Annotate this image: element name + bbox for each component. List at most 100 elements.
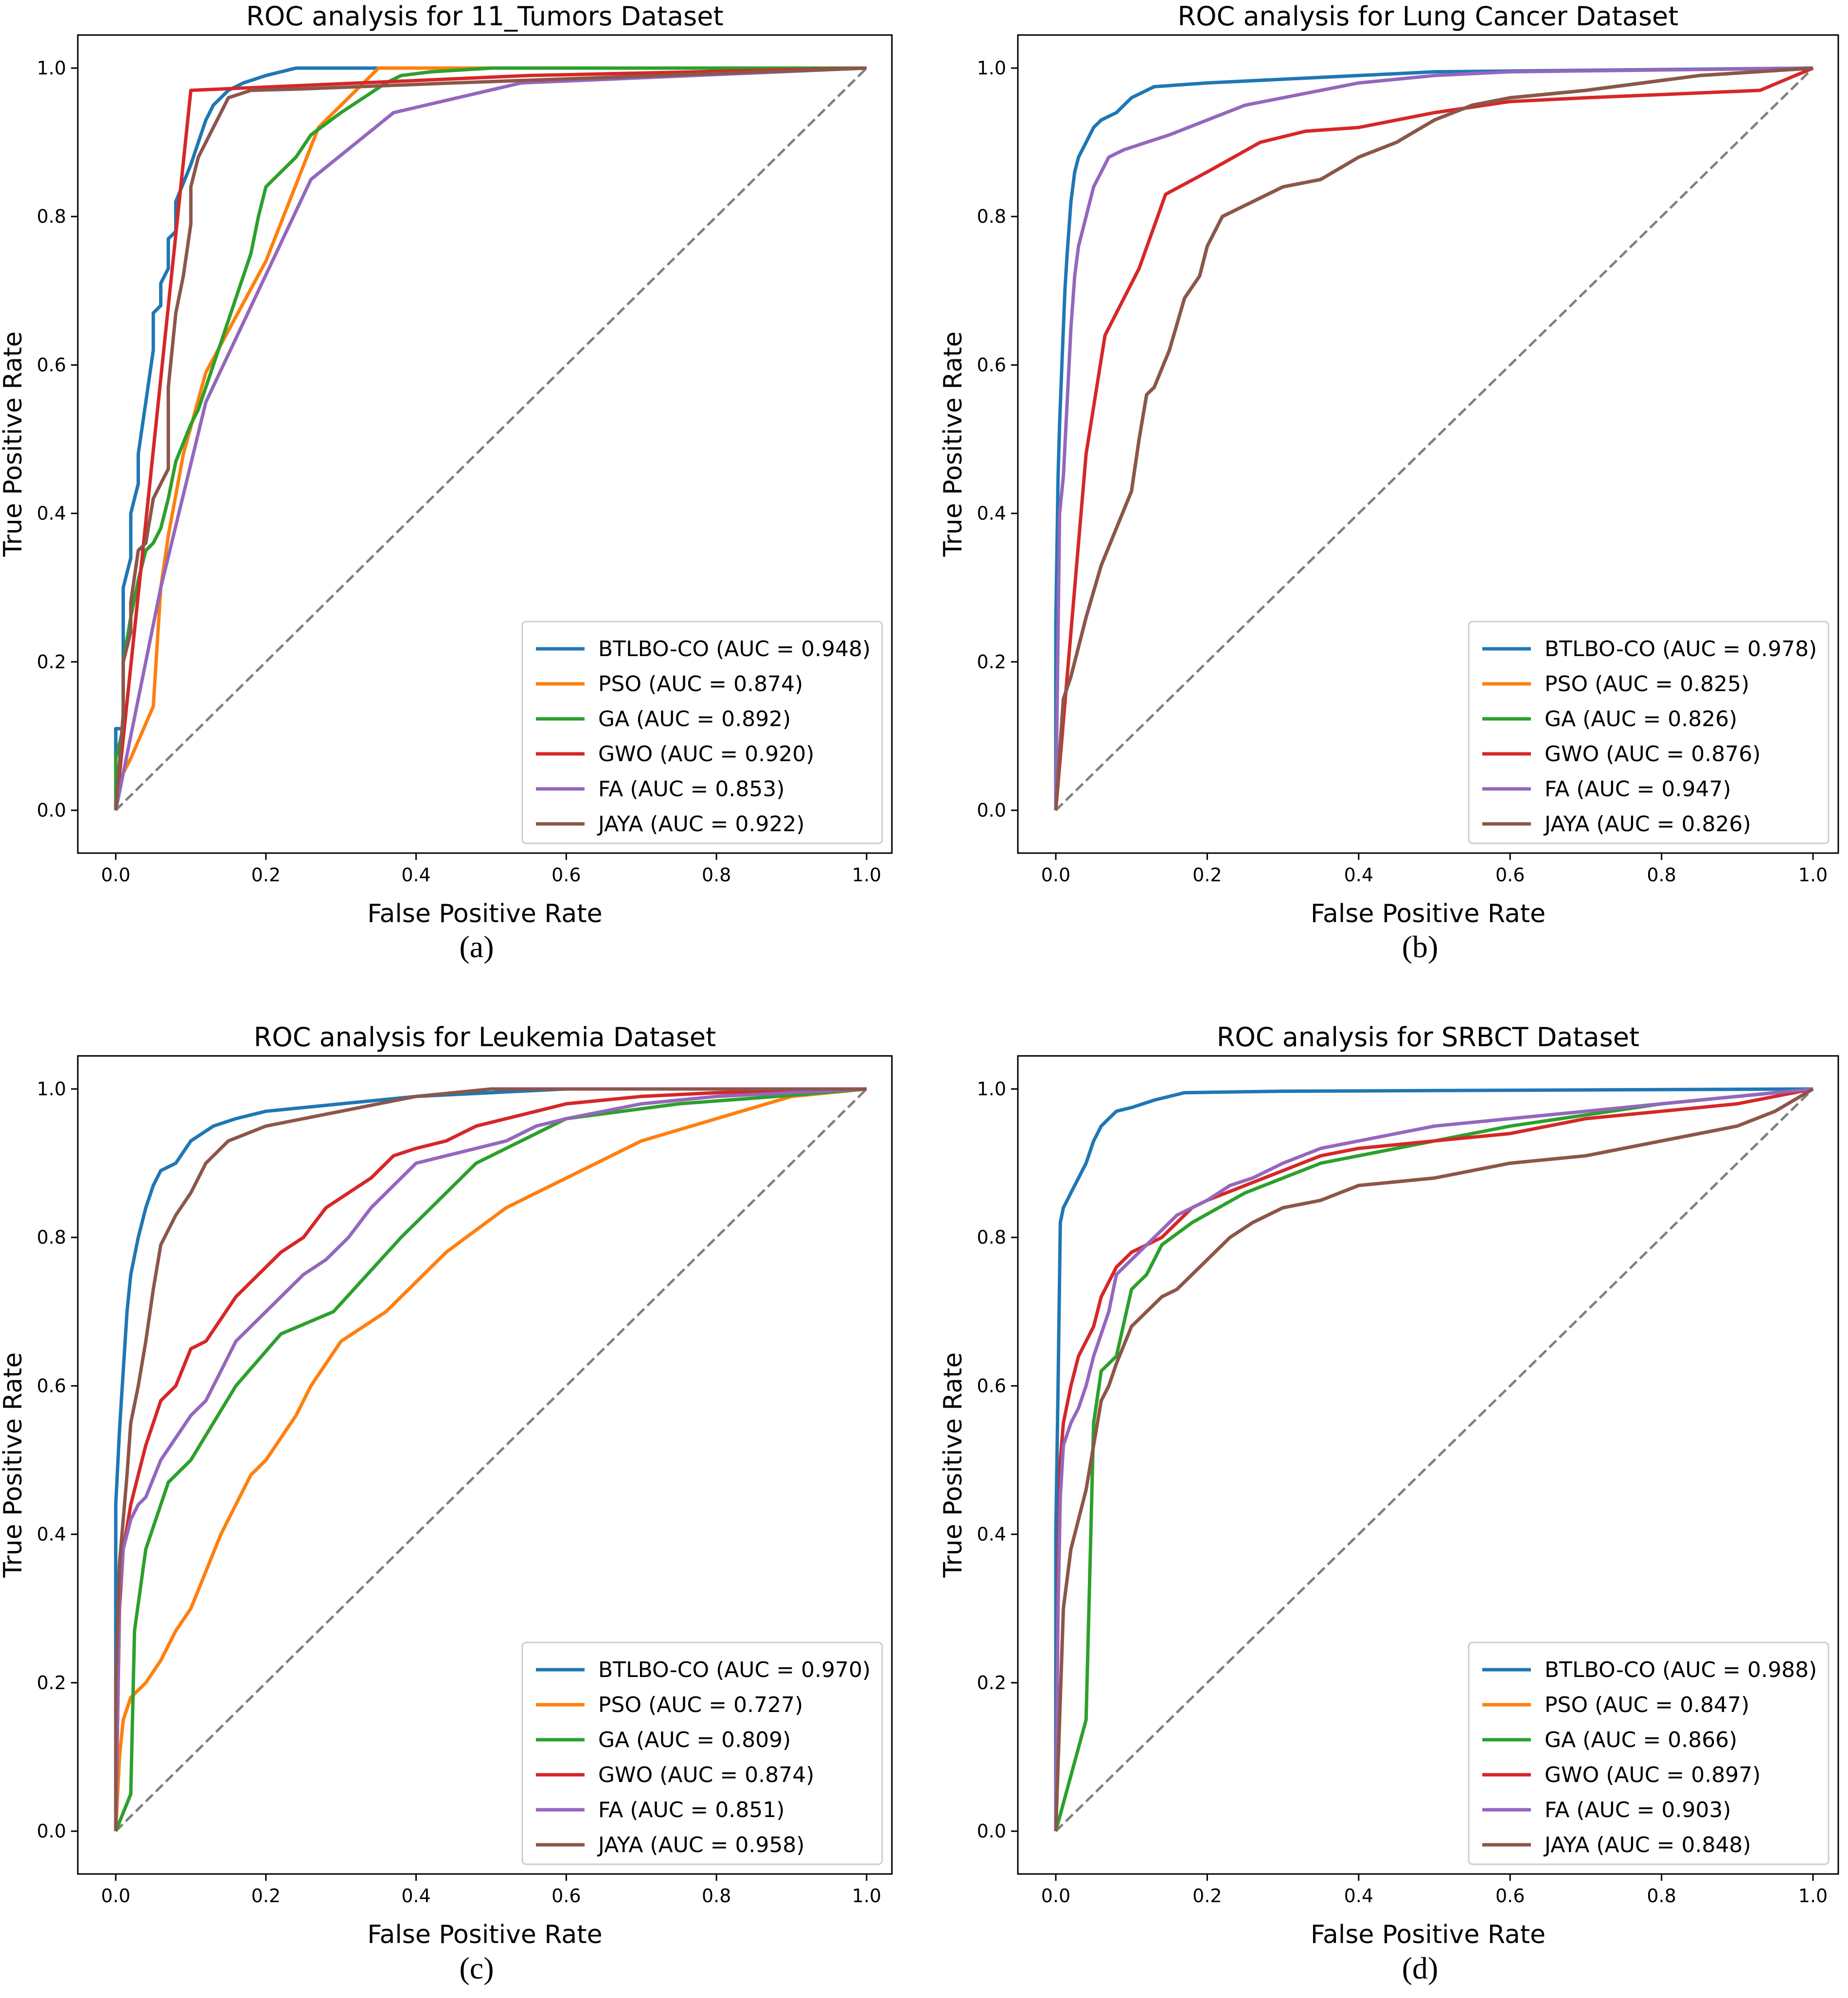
chart-title: ROC analysis for Lung Cancer Dataset [1178, 1, 1679, 32]
roc-line-gwo [1054, 66, 1814, 811]
chance-diagonal-line [115, 67, 868, 811]
plot-area [1054, 1087, 1814, 1832]
y-tick-label: 1.0 [977, 57, 1006, 79]
y-tick-label: 0.2 [37, 1672, 66, 1694]
x-tick-label: 1.0 [852, 864, 881, 886]
y-tick-label: 0.2 [977, 1672, 1006, 1694]
y-tick-label: 1.0 [977, 1078, 1006, 1100]
roc-line-btlbo-co [1054, 1087, 1813, 1831]
y-tick-label: 0.4 [37, 503, 66, 524]
legend-entry: FA (AUC = 0.851) [598, 1798, 785, 1822]
x-tick-label: 0.8 [702, 1885, 731, 1907]
legend-entry: JAYA (AUC = 0.958) [597, 1833, 805, 1857]
x-tick-label: 0.2 [1192, 864, 1222, 886]
roc-line-gwo [114, 1087, 867, 1832]
y-tick-label: 0.2 [977, 651, 1006, 673]
y-axis-label: True Positive Rate [939, 331, 968, 557]
roc-line-fa [114, 1087, 867, 1832]
x-tick-label: 0.0 [101, 864, 130, 886]
legend: BTLBO-CO (AUC = 0.948) PSO (AUC = 0.874) G… [521, 621, 883, 844]
legend-entry: FA (AUC = 0.853) [598, 777, 785, 802]
legend: BTLBO-CO (AUC = 0.978) PSO (AUC = 0.825) G… [1468, 621, 1830, 844]
panel-caption: (a) [459, 929, 494, 964]
roc-line-fa [1054, 66, 1813, 811]
axes-frame [1017, 1055, 1839, 1875]
legend-entry: BTLBO-CO (AUC = 0.978) [1545, 637, 1817, 661]
x-tick-label: 0.8 [1647, 1885, 1676, 1907]
roc-line-gwo [114, 66, 867, 811]
legend-entry: GA (AUC = 0.892) [598, 707, 791, 731]
legend-entry: JAYA (AUC = 0.826) [1543, 812, 1751, 837]
legend-entry: PSO (AUC = 0.727) [598, 1693, 803, 1717]
x-tick-label: 0.4 [401, 864, 430, 886]
x-tick-label: 0.6 [551, 1885, 581, 1907]
roc-line-ga [1054, 1087, 1813, 1832]
x-tick-label: 0.0 [1041, 1885, 1070, 1907]
roc-line-jaya [1054, 66, 1813, 811]
panel-caption: (b) [1402, 929, 1439, 964]
plot-area [114, 66, 868, 811]
x-tick-label: 1.0 [852, 1885, 881, 1907]
x-tick-label: 0.4 [1344, 1885, 1373, 1907]
roc-line-btlbo-co [114, 66, 867, 810]
axes-frame [1017, 34, 1839, 854]
roc-line-ga [114, 1087, 867, 1832]
y-tick-label: 0.0 [977, 800, 1006, 821]
legend: BTLBO-CO (AUC = 0.988) PSO (AUC = 0.847) G… [1468, 1641, 1830, 1865]
panel-caption: (c) [459, 1951, 494, 1985]
x-tick-label: 0.2 [1192, 1885, 1222, 1907]
y-axis-label: True Positive Rate [939, 1352, 968, 1578]
roc-line-fa [1054, 1087, 1813, 1832]
chart-title: ROC analysis for 11_Tumors Dataset [246, 1, 723, 32]
y-tick-label: 0.2 [37, 651, 66, 673]
legend-entry: BTLBO-CO (AUC = 0.948) [598, 637, 871, 661]
roc-line-btlbo-co [114, 1087, 867, 1831]
roc-panel-1: ROC analysis for 11_Tumors Dataset 0.0 0.2… [0, 1, 893, 964]
legend-entry: GA (AUC = 0.866) [1545, 1728, 1737, 1752]
x-tick-label: 0.2 [251, 1885, 281, 1907]
x-axis-label: False Positive Rate [1311, 1920, 1546, 1949]
legend-entry: BTLBO-CO (AUC = 0.970) [598, 1658, 871, 1682]
roc-line-btlbo-co [1054, 66, 1813, 810]
x-axis-label: False Positive Rate [367, 899, 602, 928]
y-tick-label: 0.8 [37, 1227, 66, 1248]
legend-entry: GWO (AUC = 0.920) [598, 742, 814, 767]
roc-line-jaya [1054, 1087, 1814, 1832]
roc-line-jaya [114, 1087, 867, 1831]
roc-line-fa [114, 66, 867, 811]
x-tick-label: 0.6 [551, 864, 581, 886]
legend-entry: BTLBO-CO (AUC = 0.988) [1545, 1658, 1817, 1682]
legend-entry: JAYA (AUC = 0.922) [597, 812, 805, 837]
y-tick-label: 0.4 [977, 1524, 1006, 1545]
chance-diagonal-line [115, 1088, 868, 1832]
roc-panel-2: ROC analysis for Lung Cancer Dataset 0.0 0… [939, 1, 1839, 964]
plot-area [114, 1087, 868, 1832]
roc-panel-3: ROC analysis for Leukemia Dataset 0.0 0.2 0… [0, 1022, 893, 1985]
legend-entry: PSO (AUC = 0.874) [598, 672, 803, 696]
y-tick-label: 0.6 [977, 1375, 1006, 1396]
y-tick-label: 0.0 [37, 800, 66, 821]
y-tick-label: 1.0 [37, 1078, 66, 1100]
legend-entry: GWO (AUC = 0.897) [1545, 1763, 1760, 1787]
x-tick-label: 0.0 [101, 1885, 130, 1907]
y-axis-label: True Positive Rate [0, 1352, 28, 1578]
y-tick-label: 0.8 [977, 206, 1006, 227]
chart-title: ROC analysis for SRBCT Dataset [1217, 1022, 1639, 1053]
x-tick-label: 0.8 [1647, 864, 1676, 886]
roc-line-gwo [1054, 1087, 1813, 1832]
x-tick-label: 0.4 [401, 1885, 430, 1907]
x-tick-label: 1.0 [1798, 1885, 1828, 1907]
legend-entry: PSO (AUC = 0.847) [1545, 1693, 1749, 1717]
x-tick-label: 0.8 [702, 864, 731, 886]
x-tick-label: 0.6 [1495, 864, 1525, 886]
legend-entry: GWO (AUC = 0.874) [598, 1763, 814, 1787]
x-tick-label: 0.6 [1495, 1885, 1525, 1907]
y-tick-label: 0.0 [37, 1820, 66, 1842]
legend-box [1468, 1641, 1830, 1865]
plot-area [1054, 66, 1814, 811]
x-tick-label: 0.2 [251, 864, 281, 886]
y-tick-label: 0.4 [977, 503, 1006, 524]
roc-line-pso [114, 66, 867, 811]
legend-box [1468, 621, 1830, 844]
